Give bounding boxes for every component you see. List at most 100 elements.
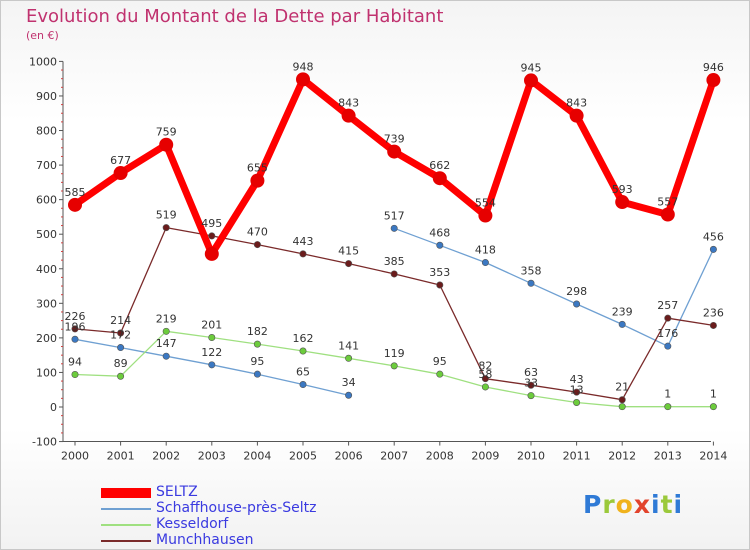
data-point xyxy=(208,232,216,240)
data-point xyxy=(68,197,82,212)
y-tick-label: 400 xyxy=(36,263,57,276)
data-point xyxy=(113,166,128,181)
data-label: 517 xyxy=(384,209,405,222)
data-point xyxy=(117,329,125,337)
y-tick-label: 800 xyxy=(36,125,57,138)
legend-swatch xyxy=(101,524,151,526)
data-label: 655 xyxy=(247,162,268,175)
data-label: 122 xyxy=(201,346,222,359)
data-point xyxy=(296,72,310,87)
data-label: 948 xyxy=(293,60,314,73)
legend-swatch xyxy=(101,488,151,498)
data-point xyxy=(706,73,721,88)
data-label: 196 xyxy=(65,320,86,333)
data-label: 843 xyxy=(566,97,587,110)
data-label: 119 xyxy=(384,347,405,360)
data-point xyxy=(253,370,261,378)
legend-swatch xyxy=(101,508,151,510)
data-point xyxy=(660,207,675,222)
data-point xyxy=(250,173,265,188)
data-point xyxy=(432,171,447,186)
x-tick-label: 2001 xyxy=(107,450,135,463)
data-point xyxy=(618,320,626,328)
data-label: 1 xyxy=(664,388,671,401)
x-tick-label: 2003 xyxy=(198,450,226,463)
data-point xyxy=(162,327,170,335)
data-point xyxy=(527,279,535,287)
x-tick-label: 2009 xyxy=(471,450,499,463)
data-label: 456 xyxy=(703,230,724,243)
proxiti-logo: Proxiti xyxy=(583,490,684,519)
data-point xyxy=(159,137,174,152)
data-point xyxy=(299,250,307,258)
x-tick-label: 2008 xyxy=(426,450,454,463)
x-tick-label: 2002 xyxy=(152,450,180,463)
data-point xyxy=(117,344,125,352)
data-label: 519 xyxy=(156,209,177,222)
y-tick-label: -100 xyxy=(32,436,57,449)
x-tick-label: 2006 xyxy=(335,450,363,463)
data-label: 214 xyxy=(110,314,131,327)
y-tick-label: 200 xyxy=(36,332,57,345)
y-tick-label: 700 xyxy=(36,159,57,172)
data-label: 63 xyxy=(524,366,538,379)
y-tick-label: 1000 xyxy=(29,55,57,68)
data-point xyxy=(618,403,626,411)
data-point xyxy=(478,208,493,223)
data-label: 33 xyxy=(524,377,538,390)
data-label: 298 xyxy=(566,285,587,298)
data-point xyxy=(618,396,626,404)
data-label: 557 xyxy=(657,196,678,209)
data-point xyxy=(436,370,444,378)
data-label: 443 xyxy=(293,235,314,248)
data-label: 226 xyxy=(65,310,86,323)
series-line xyxy=(393,227,715,347)
data-point xyxy=(345,391,353,399)
data-label: 739 xyxy=(384,133,405,146)
y-tick-label: 500 xyxy=(36,228,57,241)
data-point xyxy=(390,362,398,370)
data-point xyxy=(481,375,489,383)
x-tick-label: 2011 xyxy=(563,450,591,463)
data-point xyxy=(253,241,261,249)
data-point xyxy=(664,314,672,322)
data-label: 219 xyxy=(156,312,177,325)
data-label: 470 xyxy=(247,226,268,239)
data-point xyxy=(709,321,717,329)
data-point xyxy=(162,224,170,232)
x-tick-label: 2005 xyxy=(289,450,317,463)
data-point xyxy=(345,260,353,268)
data-label: 418 xyxy=(475,244,496,257)
data-point xyxy=(299,381,307,389)
data-label: 58 xyxy=(478,368,492,381)
legend-label: Munchhausen xyxy=(156,532,254,548)
data-point xyxy=(573,300,581,308)
data-label: 585 xyxy=(65,186,86,199)
y-tick-label: 300 xyxy=(36,297,57,310)
x-tick-label: 2013 xyxy=(654,450,682,463)
data-point xyxy=(481,259,489,267)
data-point xyxy=(524,73,538,88)
data-label: 945 xyxy=(521,61,542,74)
data-label: 94 xyxy=(68,356,82,369)
data-point xyxy=(71,325,79,333)
data-point xyxy=(387,144,402,159)
data-label: 34 xyxy=(342,376,356,389)
data-label: 82 xyxy=(478,360,492,373)
y-tick-label: 600 xyxy=(36,194,57,207)
data-label: 95 xyxy=(433,355,447,368)
data-label: 239 xyxy=(612,305,633,318)
data-label: 468 xyxy=(429,226,450,239)
data-label: 172 xyxy=(110,329,131,342)
data-label: 201 xyxy=(201,319,222,332)
data-label: 677 xyxy=(110,154,131,167)
data-label: 415 xyxy=(338,245,359,258)
data-point xyxy=(390,224,398,232)
data-point xyxy=(208,334,216,342)
data-label: 946 xyxy=(703,61,724,74)
data-point xyxy=(208,361,216,369)
data-point xyxy=(390,270,398,278)
data-label: 843 xyxy=(338,97,359,110)
x-tick-label: 2014 xyxy=(699,450,727,463)
